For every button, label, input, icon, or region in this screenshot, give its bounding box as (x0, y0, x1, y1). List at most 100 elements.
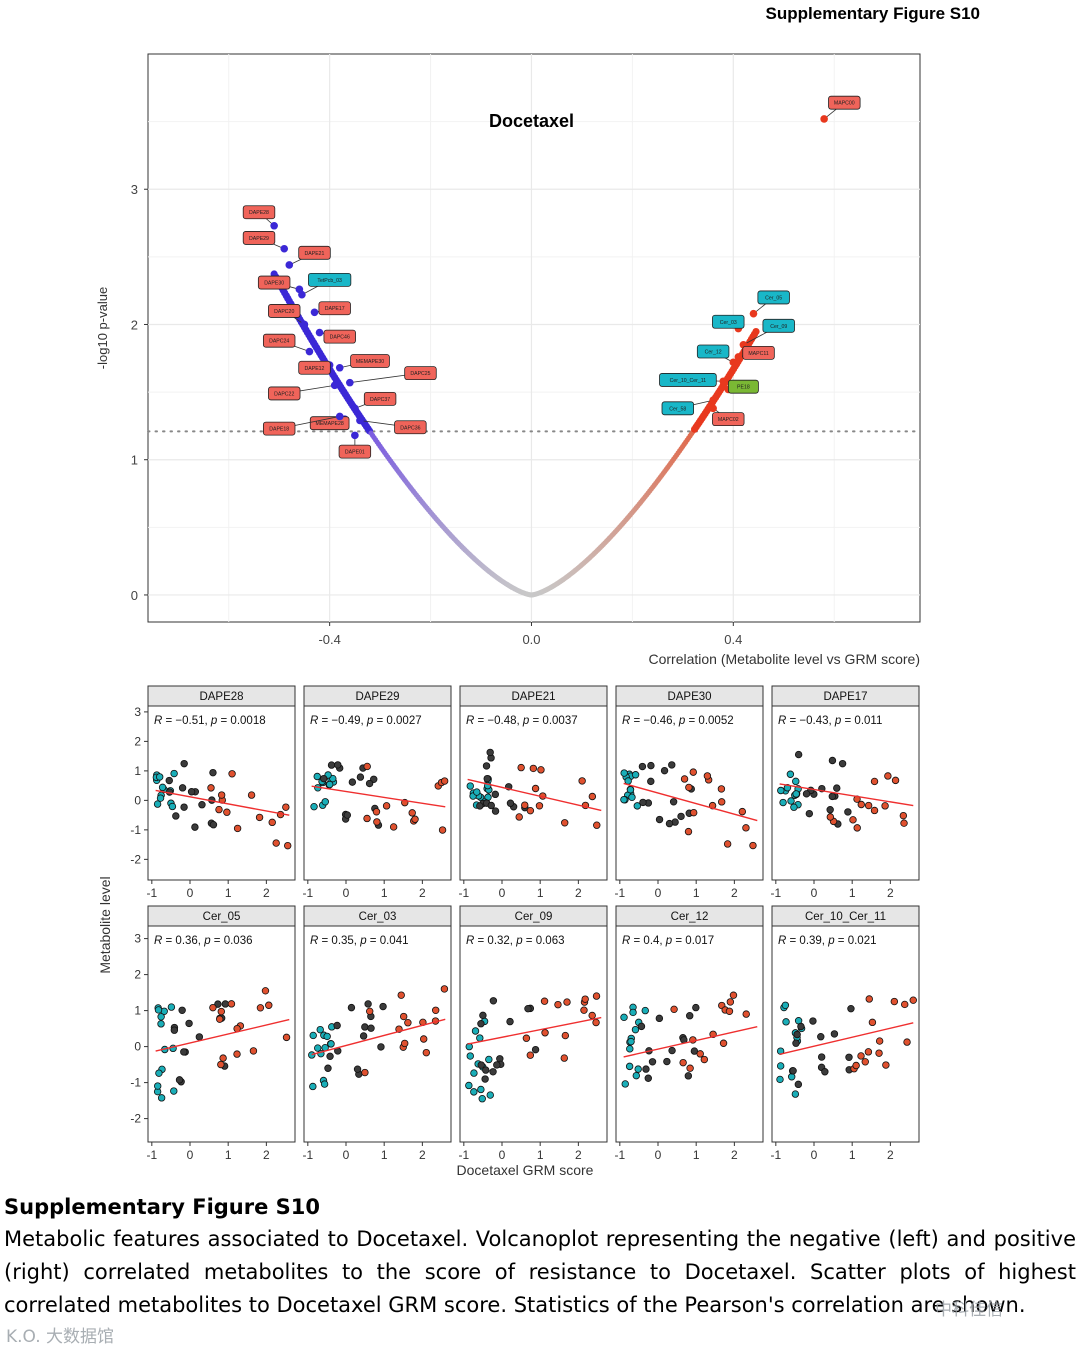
facet-stats-r-symbol: R (778, 715, 786, 727)
label-text: DAPE29 (249, 236, 269, 242)
facet-point (216, 1015, 224, 1023)
facet-stats-p-symbol: p (203, 935, 211, 947)
facet-x-tick-label: 1 (849, 886, 856, 900)
facet-stats-p-symbol: p (678, 715, 686, 727)
facet-point (265, 1001, 273, 1009)
facet-stats-r-symbol: R (154, 935, 162, 947)
facet-point (217, 791, 226, 799)
facet-stats: R = −0.48, p = 0.0037 (466, 715, 578, 727)
facet-point (793, 1030, 801, 1039)
facet-point (723, 840, 732, 848)
volcano-point-labeled (285, 261, 294, 269)
facet-point (669, 798, 678, 806)
facet-point (634, 1065, 642, 1073)
label-text: TetPcb_03 (317, 278, 342, 284)
label-box (757, 290, 790, 305)
facet-panel-cer_03: Cer_03 R = 0.35, p = 0.041 -1 0 1 2 (302, 905, 452, 1162)
facet-point (857, 1052, 865, 1060)
facet-point (881, 802, 889, 810)
facet-point (228, 770, 236, 778)
facet-point (321, 798, 329, 806)
label-box (242, 231, 276, 245)
facet-point (506, 1017, 514, 1026)
facet-fit-line (467, 778, 602, 812)
facet-plot-area (615, 925, 764, 1143)
facet-point (639, 798, 647, 807)
facet-point (191, 823, 199, 831)
facet-stats: R = −0.49, p = 0.0027 (310, 715, 422, 727)
volcano-point-labeled (820, 115, 828, 123)
label-box (338, 444, 372, 459)
facet-point (476, 802, 484, 810)
facet-point (515, 813, 523, 821)
facet-point (647, 777, 655, 786)
facet-point (870, 806, 879, 815)
facet-x-tick-label: -1 (458, 886, 469, 900)
facet-point (333, 1021, 341, 1030)
facet-point (588, 792, 597, 801)
label-box (262, 333, 296, 348)
facet-stats: R = −0.51, p = 0.0018 (154, 715, 266, 727)
facet-point (668, 1046, 676, 1055)
facet-stats-p-value: = 0.0052 (685, 715, 733, 727)
facet-strip-label: Cer_05 (203, 911, 241, 923)
facet-point (864, 1048, 873, 1056)
facet-x-tick-label: 0 (343, 1148, 350, 1162)
facet-point (157, 1013, 165, 1021)
facet-point (422, 1048, 431, 1057)
facet-y-tick-label: -1 (130, 1076, 141, 1090)
facet-point (361, 1023, 369, 1031)
facet-point (690, 1047, 699, 1055)
facet-stats-p-symbol: p (834, 715, 842, 727)
facet-y-tick-label: 0 (134, 793, 141, 807)
facet-point (255, 813, 264, 822)
volcano-plot: MAPC00 DAPE28 DAPE29 DAPE21 DAPE30 TetPcb_03 D… (95, 53, 921, 667)
facet-point (817, 1053, 826, 1061)
facet-plot-area (147, 925, 296, 1143)
facet-point (660, 766, 669, 775)
facet-point (367, 1024, 375, 1032)
facet-x-tick-label: 1 (693, 1148, 700, 1162)
facet-x-tick-label: -1 (770, 1148, 781, 1162)
facet-point (588, 1011, 596, 1020)
facet-stats-r-symbol: R (622, 935, 630, 947)
facet-point (890, 997, 899, 1006)
facet-point (828, 756, 837, 765)
facet-point (209, 768, 217, 777)
facet-y-tick-label: -2 (130, 852, 141, 866)
facet-point (680, 775, 689, 783)
facet-point (356, 773, 365, 781)
facet-point (809, 1017, 817, 1025)
facet-x-tick-label: 0 (811, 886, 818, 900)
facet-stats-r-symbol: R (154, 715, 162, 727)
facet-point (663, 1057, 671, 1066)
label-text: Cer_03 (720, 320, 737, 326)
facet-point (172, 812, 180, 820)
volcano-y-tick-label: 2 (131, 317, 138, 332)
facet-point (153, 800, 162, 808)
facet-point (580, 1006, 588, 1014)
facet-point (440, 985, 449, 993)
facet-point (217, 1007, 225, 1016)
volcano-point-labeled (280, 244, 289, 253)
facet-x-tick-label: 0 (499, 886, 506, 900)
facet-stats-p-value: = 0.011 (841, 715, 882, 727)
facet-point (901, 1000, 909, 1009)
facet-point (359, 1032, 368, 1040)
facet-point (154, 1006, 163, 1014)
facet-point (493, 1061, 501, 1069)
facet-stats-r-value: = 0.39, (786, 935, 828, 947)
facet-point (316, 1025, 324, 1034)
label-box (363, 391, 397, 406)
facet-x-tick-label: 2 (887, 1148, 894, 1162)
facet-point (626, 1045, 634, 1053)
facet-point (852, 1061, 860, 1070)
facet-stats-p-value: = 0.036 (211, 935, 253, 947)
facet-point (631, 771, 640, 779)
facet-strip-label: DAPE29 (355, 691, 399, 703)
facet-point (792, 777, 800, 786)
facet-point (373, 818, 381, 826)
facet-point (353, 1065, 362, 1073)
volcano-point-labeled (346, 378, 354, 387)
facet-x-tick-label: 1 (849, 1148, 856, 1162)
